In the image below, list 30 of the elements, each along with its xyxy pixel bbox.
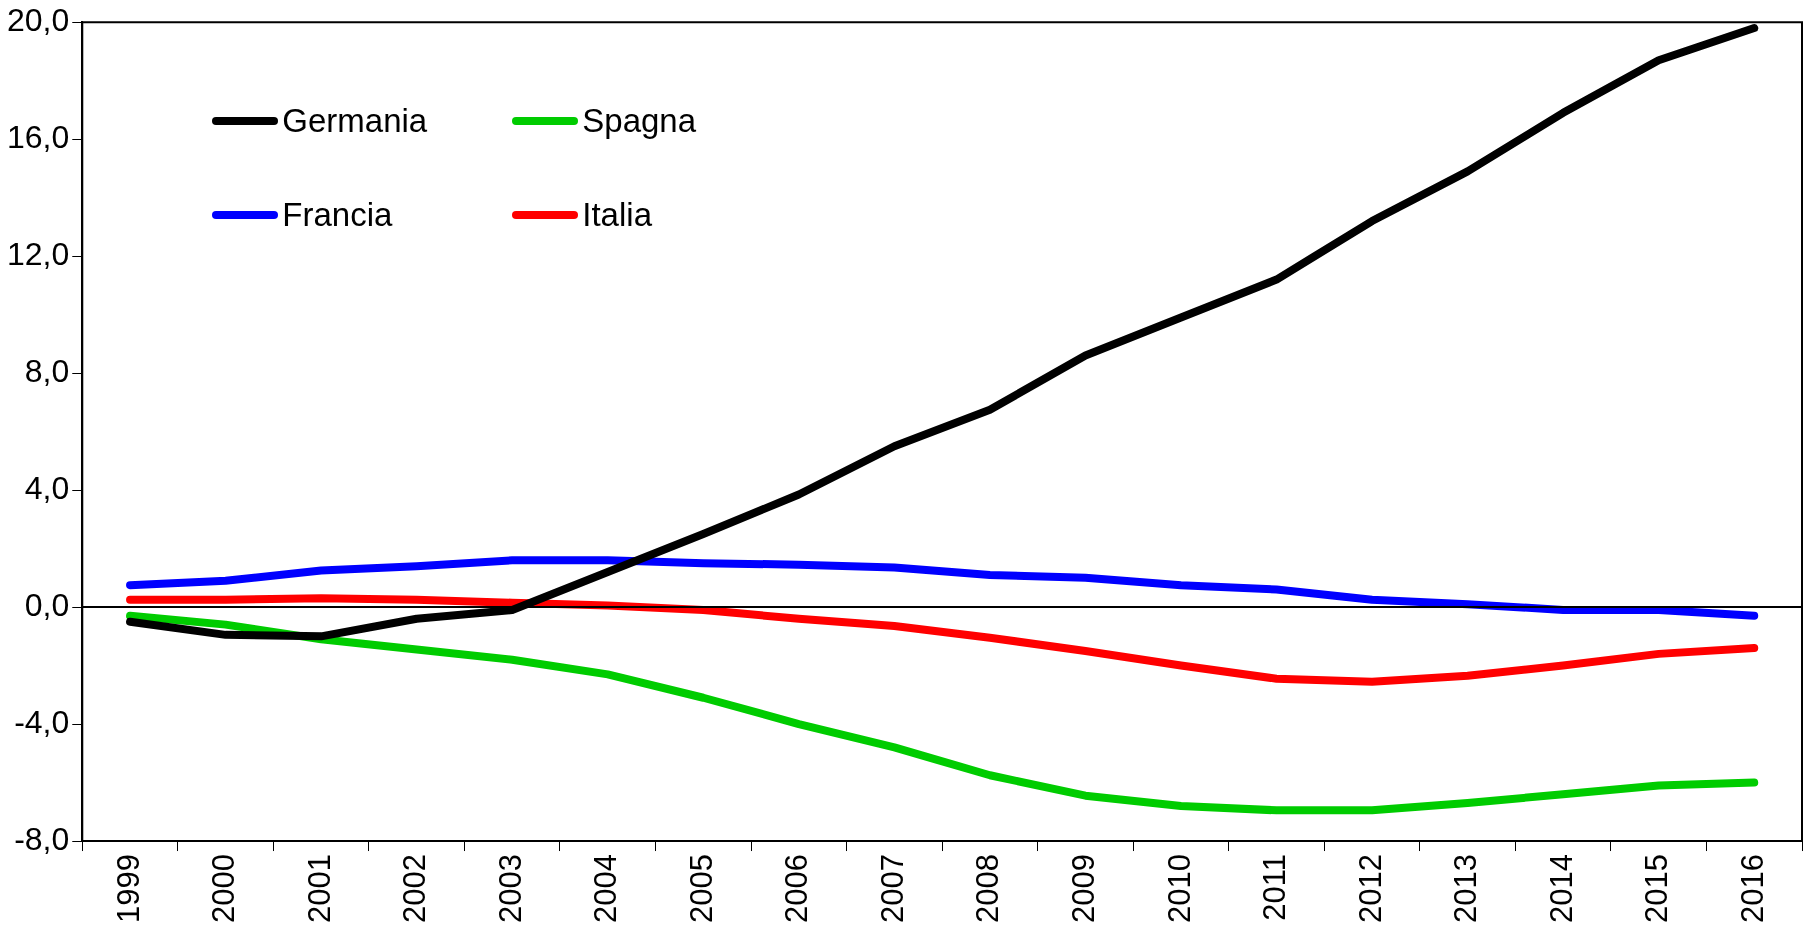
x-tick-label: 2011 [1257,854,1293,921]
x-tick-label: 2004 [588,854,624,924]
y-tick-label: 12,0 [7,235,70,272]
x-tick-label: 2006 [779,854,815,924]
y-tick-label: 4,0 [24,469,70,506]
x-tick-label: 1999 [110,854,146,924]
x-tick-label: 2013 [1448,854,1484,924]
x-tick-label: 2009 [1066,854,1101,924]
y-tick-label: 16,0 [7,119,70,155]
y-tick-label: 20,0 [7,2,70,39]
legend-label: Italia [582,196,652,235]
x-tick-label: 2015 [1639,854,1675,924]
x-tick-label: 2005 [683,854,719,924]
x-tick-label: 2000 [206,854,242,924]
x-tick-label: 2001 [301,854,337,924]
y-tick-label: -4,0 [14,703,70,740]
y-tick-label: 0,0 [24,586,70,623]
y-tick-label: 8,0 [24,352,70,389]
x-tick-label: 2007 [874,854,910,924]
legend-label: Germania [282,102,428,141]
x-tick-label: 2010 [1161,854,1197,924]
x-tick-label: 2014 [1543,854,1579,924]
x-tick-label: 2002 [397,854,433,924]
x-tick-label: 2003 [492,854,528,924]
x-tick-label: 2008 [970,854,1006,924]
x-tick-label: 2016 [1734,854,1770,924]
legend-label: Spagna [582,102,697,141]
legend-label: Francia [282,196,393,235]
y-tick-label: -8,0 [14,820,70,857]
x-tick-label: 2012 [1352,854,1388,924]
